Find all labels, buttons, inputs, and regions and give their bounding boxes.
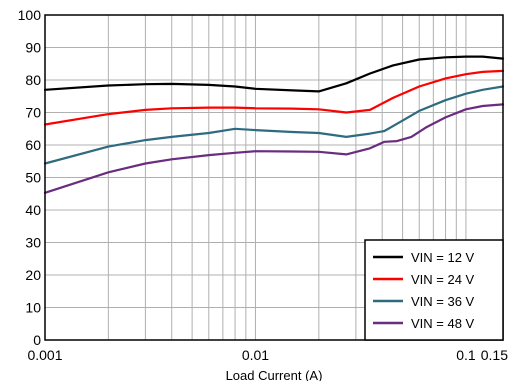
plot-frame [44, 14, 504, 341]
y-tick-label: 70 [25, 105, 41, 121]
x-axis-label: Load Current (A) [226, 368, 323, 381]
series-line-3 [43, 85, 505, 165]
series-line-1 [43, 55, 505, 93]
y-tick-label: 20 [25, 267, 41, 283]
y-tick-label: 10 [25, 300, 41, 316]
x-tick-label: 0.1 [456, 347, 476, 363]
series-line-4 [43, 103, 505, 194]
y-tick-label: 60 [25, 137, 41, 153]
legend-label: VIN = 24 V [411, 272, 475, 287]
legend: VIN = 12 V VIN = 24 V VIN = 36 V VIN = 48 V [364, 239, 504, 341]
y-tick-label: 40 [25, 202, 41, 218]
x-tick-label: 0.01 [242, 347, 269, 363]
y-tick-labels: 0 10 20 30 40 50 60 70 80 90 100 [18, 7, 42, 348]
legend-label: VIN = 12 V [411, 250, 475, 265]
series-line-2 [43, 69, 505, 126]
y-tick-label: 100 [18, 7, 42, 23]
y-tick-label: 90 [25, 40, 41, 56]
x-tick-label: 0.001 [27, 347, 62, 363]
series-lines [43, 55, 505, 194]
y-tick-label: 80 [25, 72, 41, 88]
x-tick-label: 0.15 [481, 347, 508, 363]
legend-label: VIN = 36 V [411, 294, 475, 309]
y-tick-label: 30 [25, 235, 41, 251]
legend-label: VIN = 48 V [411, 316, 475, 331]
x-tick-labels: 0.001 0.01 0.1 0.15 [27, 347, 508, 363]
y-tick-label: 50 [25, 170, 41, 186]
y-tick-label: 0 [33, 332, 41, 348]
